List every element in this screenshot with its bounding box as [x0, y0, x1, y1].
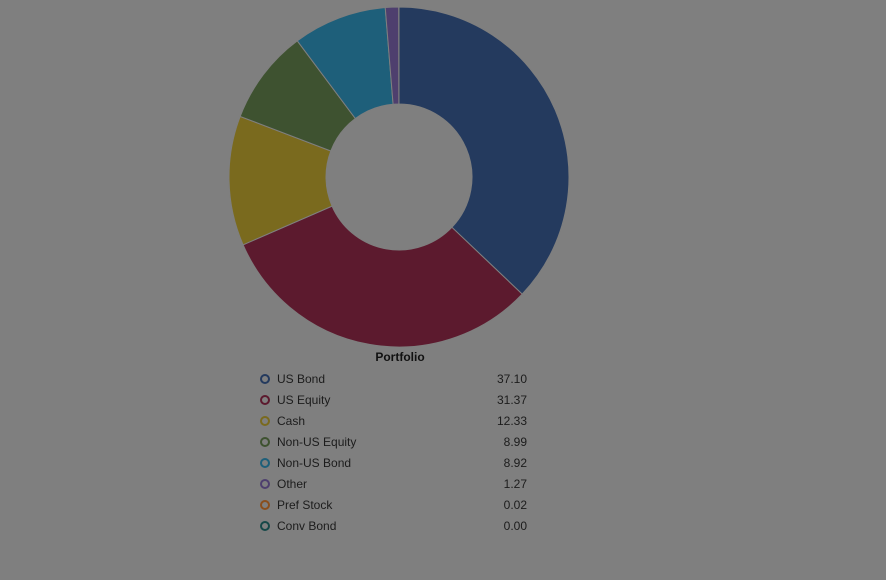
legend-item[interactable]: US Bond 37.10 [258, 369, 530, 390]
legend-label: Non-US Bond [277, 456, 352, 470]
legend-value: 0.02 [503, 498, 527, 512]
legend-value: 0.00 [503, 519, 527, 533]
legend-marker-icon [260, 437, 270, 447]
legend-marker-icon [260, 500, 270, 510]
legend-value: 8.99 [503, 435, 527, 449]
slice-us-equity[interactable] [242, 205, 523, 348]
legend-value: 8.92 [503, 456, 527, 470]
legend-label: Pref Stock [277, 498, 333, 512]
legend-title: Portfolio [375, 350, 425, 364]
legend: US Bond 37.10 US Equity 31.37 Cash 12.33 Non-U… [258, 369, 530, 537]
legend-value: 31.37 [496, 393, 527, 407]
legend-marker-icon [260, 521, 270, 531]
legend-marker-icon [260, 416, 270, 426]
legend-label: Non-US Equity [277, 435, 357, 449]
slice-us-bond[interactable] [398, 6, 570, 295]
legend-label: Other [277, 477, 308, 491]
slice-cash[interactable] [228, 115, 333, 246]
legend-item[interactable]: Other 1.27 [258, 474, 530, 495]
legend-item[interactable]: Non-US Equity 8.99 [258, 432, 530, 453]
legend-label: US Equity [277, 393, 331, 407]
legend-item[interactable]: US Equity 31.37 [258, 390, 530, 411]
legend-marker-icon [260, 458, 270, 468]
legend-marker-icon [260, 395, 270, 405]
legend-value: 1.27 [503, 477, 527, 491]
legend-value: 12.33 [496, 414, 527, 428]
legend-label: Cash [277, 414, 306, 428]
legend-marker-icon [260, 374, 270, 384]
legend-marker-icon [260, 479, 270, 489]
legend-item[interactable]: Pref Stock 0.02 [258, 495, 530, 516]
legend-item[interactable]: Cash 12.33 [258, 411, 530, 432]
donut-chart [228, 6, 570, 348]
legend-label: Conv Bond [277, 519, 337, 533]
legend-item[interactable]: Conv Bond 0.00 [258, 516, 530, 537]
legend-item[interactable]: Non-US Bond 8.92 [258, 453, 530, 474]
legend-label: US Bond [277, 372, 326, 386]
legend-value: 37.10 [496, 372, 527, 386]
